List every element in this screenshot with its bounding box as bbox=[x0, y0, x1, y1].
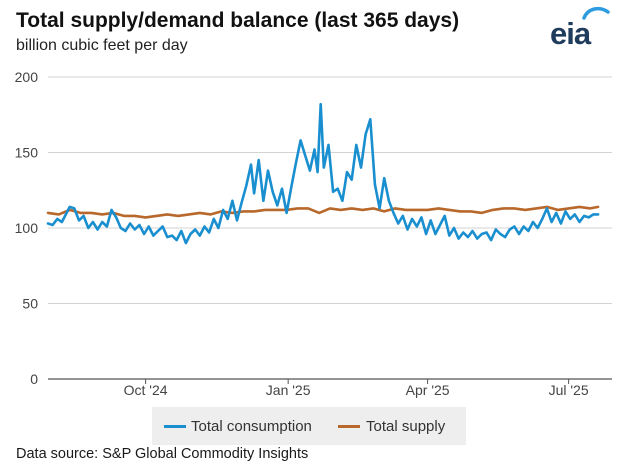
legend: Total consumption Total supply bbox=[152, 407, 466, 445]
legend-swatch-consumption bbox=[164, 425, 186, 428]
y-tick-label-50: 50 bbox=[22, 296, 38, 312]
legend-label-consumption: Total consumption bbox=[191, 418, 312, 435]
legend-label-supply: Total supply bbox=[366, 418, 446, 435]
y-tick-label-150: 150 bbox=[15, 145, 39, 161]
x-tick-label-3: Jul '25 bbox=[549, 382, 589, 398]
y-tick-label-200: 200 bbox=[15, 69, 39, 85]
series-line-total-supply bbox=[46, 205, 600, 219]
eia-logo[interactable]: eia bbox=[548, 4, 618, 51]
y-tick-label-0: 0 bbox=[30, 371, 38, 387]
chart-title: Total supply/demand balance (last 365 da… bbox=[16, 9, 460, 32]
y-tick-label-100: 100 bbox=[15, 220, 39, 236]
x-tick-label-2: Apr '25 bbox=[406, 382, 450, 398]
series-line-total-consumption bbox=[46, 102, 600, 245]
data-source-note: Data source: S&P Global Commodity Insigh… bbox=[16, 446, 309, 462]
eia-logo-text: eia bbox=[550, 16, 591, 51]
chart-subtitle: billion cubic feet per day bbox=[16, 37, 188, 54]
x-tick-label-1: Jan '25 bbox=[266, 382, 311, 398]
legend-swatch-supply bbox=[338, 425, 360, 428]
eia-logo-arc-icon bbox=[582, 6, 610, 20]
x-tick-label-0: Oct '24 bbox=[124, 382, 168, 398]
